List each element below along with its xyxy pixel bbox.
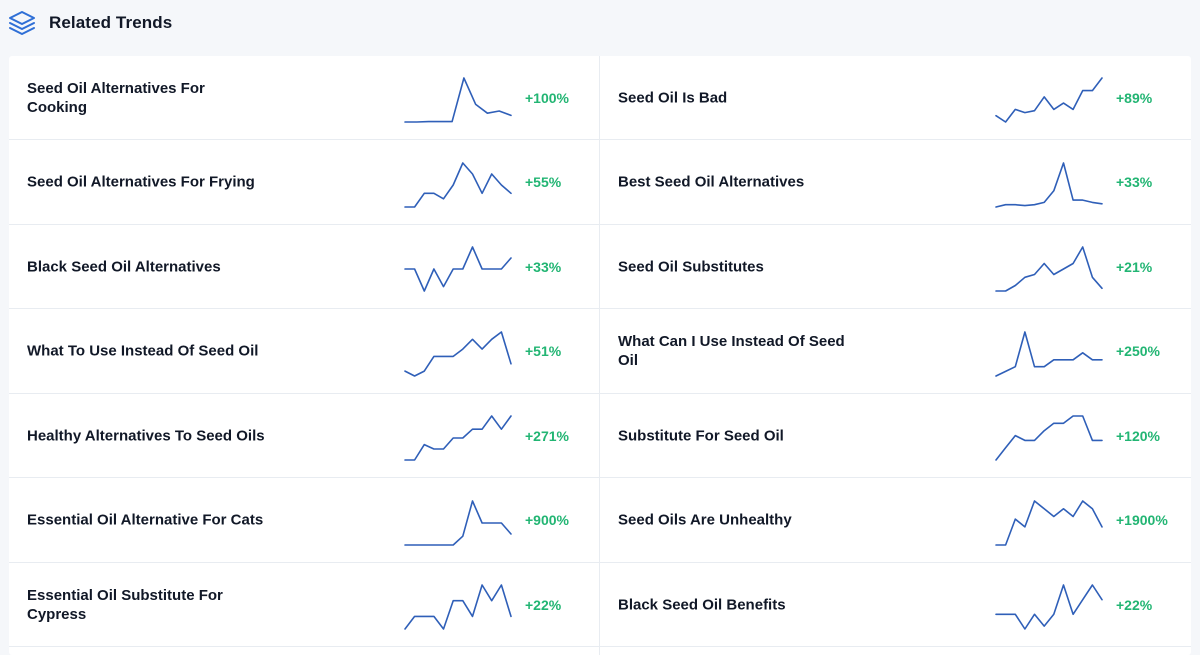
trend-sparkline [995, 161, 1103, 208]
trend-sparkline [995, 584, 1103, 630]
trend-row[interactable]: Seed Oils Are Unhealthy +1900% [600, 479, 1191, 563]
trend-row[interactable]: Healthy Alternatives To Seed Oils +271% [9, 394, 599, 478]
trend-growth: +33% [525, 258, 562, 275]
trend-growth: +22% [1116, 596, 1153, 613]
trend-row[interactable]: Seed Oil Alternatives For Cooking +100% [9, 56, 599, 140]
sparkline-path [404, 584, 512, 630]
layers-icon [9, 11, 35, 35]
sparkline-path [404, 161, 512, 208]
trend-label: Black Seed Oil Benefits [618, 596, 786, 613]
sparkline-path [404, 499, 512, 546]
trend-label: Black Seed Oil Alternatives [27, 258, 221, 275]
trend-row[interactable]: Seed Oil Alternatives For Frying +55% [9, 141, 599, 225]
trend-growth: +120% [1116, 427, 1160, 444]
sparkline-path [995, 246, 1103, 292]
sparkline-path [995, 584, 1103, 630]
trend-sparkline [404, 499, 512, 546]
trend-row[interactable]: Black Seed Oil Benefits +22% [600, 563, 1191, 647]
trend-growth: +1900% [1116, 512, 1168, 528]
trend-label: Seed Oil Is Bad [618, 89, 728, 106]
trend-sparkline [995, 246, 1103, 292]
trend-sparkline [404, 77, 512, 123]
sparkline-path [995, 415, 1103, 461]
trend-row[interactable]: Substitute For Seed Oil +120% [600, 394, 1191, 478]
trend-row[interactable]: Essential Oil Substitute For Cypress +22% [9, 563, 599, 647]
trend-row[interactable]: Seed Oil Substitutes +21% [600, 225, 1191, 309]
trend-growth: +33% [1116, 174, 1153, 190]
trend-growth: +250% [1116, 343, 1160, 359]
sparkline-path [995, 499, 1103, 546]
trend-label: What Can I Use Instead Of Seed Oil [618, 333, 845, 369]
trend-sparkline [404, 330, 512, 377]
trends-column-left: Seed Oil Alternatives For Cooking +100% Se… [9, 56, 600, 655]
trend-row[interactable]: Best Seed Oil Alternatives +33% [600, 141, 1191, 225]
trend-growth: +21% [1116, 258, 1153, 275]
sparkline-path [404, 415, 512, 461]
sparkline-path [404, 77, 512, 123]
trend-growth: +271% [525, 427, 569, 444]
trend-row[interactable]: What To Use Instead Of Seed Oil +51% [9, 310, 599, 394]
trend-sparkline [404, 246, 512, 292]
trend-growth: +900% [525, 512, 569, 528]
related-trends-panel: Seed Oil Alternatives For Cooking +100% Se… [9, 56, 1191, 655]
sparkline-path [404, 246, 512, 292]
trend-growth: +22% [525, 596, 562, 613]
trend-sparkline [404, 161, 512, 208]
trend-sparkline [995, 499, 1103, 546]
trend-label: Seed Oil Substitutes [618, 258, 764, 275]
trend-sparkline [404, 584, 512, 630]
trend-label: Best Seed Oil Alternatives [618, 173, 805, 191]
trend-row[interactable]: Seed Oil Is Bad +89% [600, 56, 1191, 140]
trend-label: Essential Oil Substitute For Cypress [27, 586, 223, 623]
trend-sparkline [995, 77, 1103, 123]
trend-label: Seed Oil Alternatives For Cooking [27, 79, 205, 116]
trend-sparkline [995, 415, 1103, 461]
trend-row[interactable]: Black Seed Oil Alternatives +33% [9, 225, 599, 309]
trend-sparkline [404, 415, 512, 461]
trend-growth: +55% [525, 174, 562, 190]
sparkline-path [995, 77, 1103, 123]
trend-row[interactable]: Essential Oil Alternative For Cats +900% [9, 479, 599, 563]
trend-growth: +100% [525, 89, 569, 106]
trend-label: Essential Oil Alternative For Cats [27, 511, 264, 529]
trend-sparkline [995, 330, 1103, 377]
trend-label: What To Use Instead Of Seed Oil [27, 342, 259, 360]
sparkline-path [995, 330, 1103, 377]
trend-growth: +51% [525, 343, 562, 359]
trend-label: Seed Oil Alternatives For Frying [27, 173, 255, 191]
sparkline-path [995, 161, 1103, 208]
trend-label: Substitute For Seed Oil [618, 427, 784, 444]
trends-column-right: Seed Oil Is Bad +89% Best Seed Oil Alterna… [600, 56, 1191, 655]
trend-label: Seed Oils Are Unhealthy [618, 511, 792, 529]
section-title: Related Trends [49, 13, 173, 32]
trend-row[interactable]: What Can I Use Instead Of Seed Oil +250% [600, 310, 1191, 394]
trend-label: Healthy Alternatives To Seed Oils [27, 427, 265, 444]
section-header: Related Trends [0, 0, 1200, 48]
sparkline-path [404, 330, 512, 377]
trend-growth: +89% [1116, 89, 1153, 106]
